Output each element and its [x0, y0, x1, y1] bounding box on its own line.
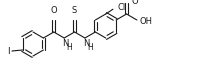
- Text: Cl: Cl: [118, 3, 126, 12]
- Text: S: S: [72, 6, 77, 15]
- Text: H: H: [87, 43, 93, 52]
- Text: O: O: [132, 0, 138, 6]
- Text: O: O: [50, 6, 57, 15]
- Text: N: N: [83, 39, 89, 48]
- Text: I: I: [7, 47, 9, 56]
- Text: OH: OH: [140, 18, 153, 26]
- Text: N: N: [62, 39, 68, 48]
- Text: H: H: [66, 43, 72, 52]
